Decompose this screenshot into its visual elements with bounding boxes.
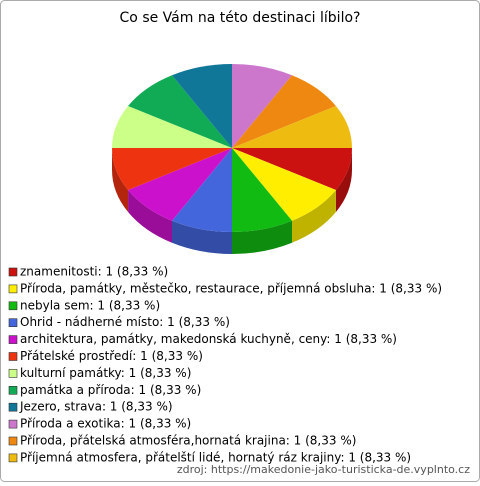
pie-slice <box>232 64 292 148</box>
legend-swatch <box>8 385 18 395</box>
source: zdroj: https://makedonie-jako-turisticka… <box>177 463 470 476</box>
legend-label: Příroda, památky, městečko, restaurace, … <box>20 281 442 295</box>
pie-slice <box>232 106 352 148</box>
legend-label: Přátelské prostředí: 1 (8,33 %) <box>20 349 203 363</box>
legend-swatch <box>8 318 18 328</box>
legend-label: Příroda a exotika: 1 (8,33 %) <box>20 417 191 431</box>
legend-label: kulturní památky: 1 (8,33 %) <box>20 366 191 380</box>
chart-title: Co se Vám na této destinaci líbilo? <box>120 10 361 26</box>
legend-swatch <box>8 267 18 277</box>
pie-side <box>112 148 129 212</box>
legend-swatch <box>8 419 18 429</box>
legend-label: památka a příroda: 1 (8,33 %) <box>20 383 201 397</box>
legend-swatch <box>8 352 18 361</box>
pie-side <box>292 190 336 243</box>
pie-slice <box>112 148 232 190</box>
legend-swatch <box>8 402 18 412</box>
pie-side <box>335 148 352 212</box>
legend-label: nebyla sem: 1 (8,33 %) <box>20 298 160 312</box>
legend-swatch <box>8 335 18 344</box>
pie-slice <box>232 148 292 232</box>
legend-label: Příjemná atmosfera, přátelští lidé, horn… <box>20 450 411 464</box>
pie-slice <box>128 75 232 148</box>
pie-slice <box>232 75 336 148</box>
legend-swatch <box>8 301 18 311</box>
pie-side <box>128 190 172 243</box>
legend-swatch <box>8 284 18 294</box>
legend-label: Jezero, strava: 1 (8,33 %) <box>19 400 173 414</box>
legend-swatch <box>8 436 18 446</box>
pie-slice <box>232 148 336 221</box>
legend-label: architektura, památky, makedonská kuchyn… <box>20 332 397 346</box>
pie-side <box>172 220 232 254</box>
legend-swatch <box>8 369 18 378</box>
pie-slice <box>172 148 232 232</box>
pie-slice <box>232 148 352 190</box>
pie-slice <box>172 64 232 148</box>
legend-label: Příroda, přátelská atmosféra,hornatá kra… <box>20 434 356 448</box>
pie-side <box>232 220 292 254</box>
legend-swatch <box>8 453 18 463</box>
legend-label: Ohrid - nádherné místo: 1 (8,33 %) <box>20 315 230 329</box>
pie-slice <box>112 106 232 148</box>
legend-label: znamenitosti: 1 (8,33 %) <box>20 265 168 279</box>
pie-slice <box>128 148 232 221</box>
